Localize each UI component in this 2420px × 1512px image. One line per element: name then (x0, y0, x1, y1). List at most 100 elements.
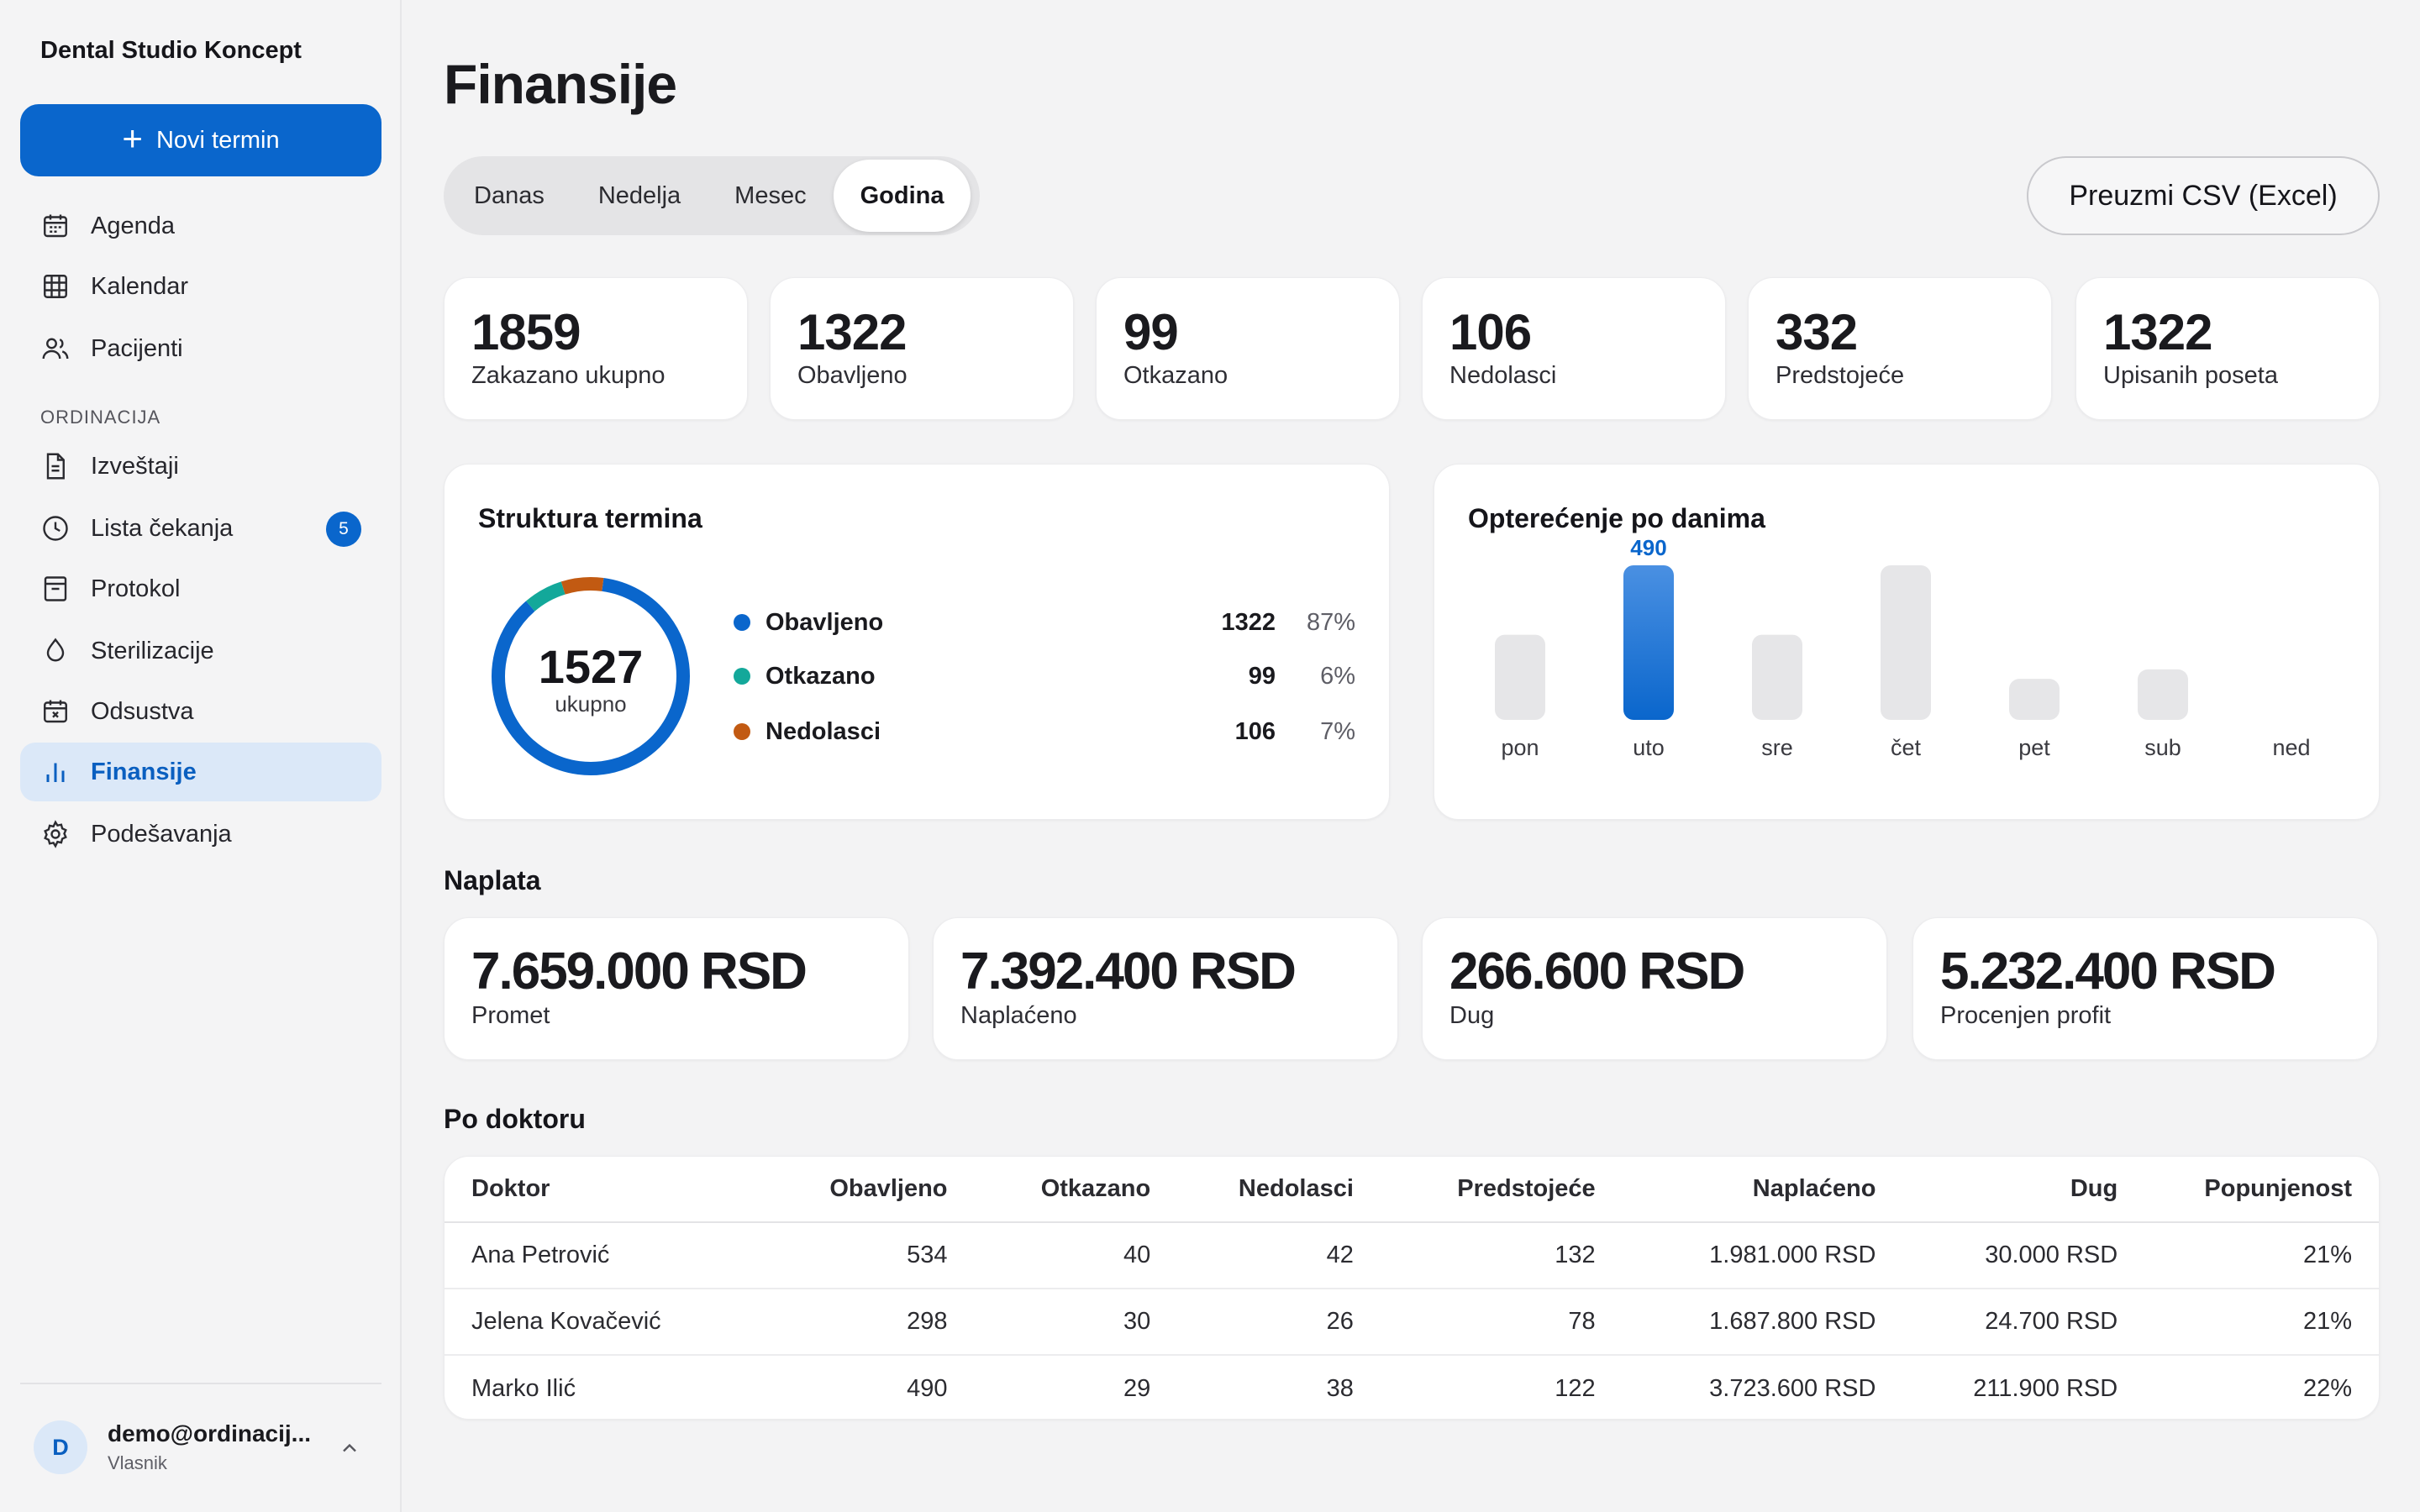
bar-label-sre: sre (1761, 735, 1793, 760)
table-cell: 24.700 RSD (1876, 1289, 2118, 1356)
column-header: Dug (1876, 1157, 2118, 1223)
column-header: Popunjenost (2118, 1157, 2379, 1223)
stat-label: Zakazano ukupno (471, 362, 666, 389)
sidebar-item-finansije[interactable]: Finansije (20, 743, 381, 801)
table-header-row: Doktor Obavljeno Otkazano Nedolasci Pred… (445, 1157, 2379, 1223)
bar-value-label: 490 (1630, 535, 1666, 560)
money-card-debt: 266.600 RSD Dug (1422, 917, 1887, 1060)
panel-title: Struktura termina (478, 503, 702, 533)
plus-icon: + (122, 118, 143, 158)
stat-card-upcoming: 332 Predstojeće (1748, 277, 2052, 420)
doctors-table: Doktor Obavljeno Otkazano Nedolasci Pred… (445, 1157, 2379, 1419)
legend-dot (734, 723, 750, 740)
table-cell: 298 (792, 1289, 948, 1356)
stat-value: 1859 (471, 304, 581, 360)
user-email: demo@ordinacij... (108, 1420, 312, 1446)
sidebar-item-label: Pacijenti (91, 334, 183, 362)
legend-count: 1322 (1221, 608, 1276, 636)
legend-row-completed: Obavljeno 1322 87% (734, 606, 1355, 639)
period-selector: Danas Nedelja Mesec Godina (444, 156, 980, 235)
legend-percent: 7% (1320, 717, 1355, 745)
panel-title: Opterećenje po danima (1468, 503, 1765, 533)
stat-card-completed: 1322 Obavljeno (770, 277, 1074, 420)
table-cell: 22% (2302, 1374, 2352, 1402)
table-cell: 132 (1353, 1222, 1596, 1289)
donut-chart: 1527 ukupno (492, 577, 690, 775)
stat-card-visits: 1322 Upisanih poseta (2075, 277, 2380, 420)
stat-label: Nedolasci (1449, 362, 1557, 389)
money-label: Promet (471, 1002, 550, 1029)
money-value: 7.392.400 RSD (960, 942, 1297, 1000)
table-cell: 490 (907, 1374, 948, 1402)
bar-label-pon: pon (1501, 735, 1539, 760)
stat-value: 1322 (797, 304, 907, 360)
bar-label-sub: sub (2144, 735, 2181, 760)
stat-label: Upisanih poseta (2103, 362, 2278, 389)
sidebar-item-odsustva[interactable]: Odsustva (20, 682, 381, 741)
sidebar-item-protokol[interactable]: Protokol (20, 559, 381, 618)
document-icon (46, 453, 65, 480)
table-row: Ana Petrović 534 40 42 132 1.981.000 RSD… (445, 1222, 2379, 1289)
chevron-up-icon[interactable] (338, 1436, 361, 1460)
sidebar-item-podesavanja[interactable]: Podešavanja (20, 805, 381, 864)
column-header: Otkazano (947, 1157, 1151, 1223)
sidebar-item-label: Sterilizacije (91, 637, 214, 664)
load-bar-chart: pon uto 490 sre čet pet sub ned (1495, 535, 2311, 760)
user-menu[interactable]: D demo@ordinacij... Vlasnik (34, 1418, 378, 1477)
billing-section-title: Naplata (444, 865, 541, 895)
money-card-turnover: 7.659.000 RSD Promet (444, 917, 909, 1060)
stat-card-no-shows: 106 Nedolasci (1422, 277, 1726, 420)
bar-label-uto: uto (1633, 735, 1665, 760)
table-cell: 42 (1150, 1222, 1354, 1289)
column-header: Naplaćeno (1595, 1157, 1876, 1223)
legend-count: 106 (1234, 717, 1276, 745)
sidebar-item-label: Podešavanja (91, 820, 232, 848)
table-cell: 211.900 RSD (1973, 1374, 2118, 1402)
table-cell: 122 (1555, 1374, 1596, 1402)
sidebar: Dental Studio Koncept + Novi termin Agen… (0, 0, 402, 1512)
money-label: Naplaćeno (960, 1002, 1077, 1029)
bar-pet (2009, 679, 2060, 720)
legend-percent: 87% (1306, 608, 1355, 636)
sidebar-item-agenda[interactable]: Agenda (20, 197, 381, 255)
sidebar-item-kalendar[interactable]: Kalendar (20, 257, 381, 316)
bar-čet (1881, 565, 1931, 720)
users-icon (42, 338, 69, 360)
gear-icon (44, 820, 67, 848)
table-cell: 38 (1326, 1374, 1354, 1402)
new-appointment-button[interactable]: + Novi termin (20, 104, 381, 176)
bar-label-čet: čet (1891, 735, 1922, 760)
column-header: Obavljeno (792, 1157, 948, 1223)
legend-name: Nedolasci (765, 717, 881, 745)
column-header: Nedolasci (1150, 1157, 1354, 1223)
table-cell: 30.000 RSD (1876, 1222, 2118, 1289)
sidebar-item-izvestaji[interactable]: Izveštaji (20, 437, 381, 496)
archive-icon (44, 576, 67, 601)
page-title: Finansije (444, 53, 677, 115)
sidebar-item-pacijenti[interactable]: Pacijenti (20, 319, 381, 378)
table-row: Jelena Kovačević 298 30 26 78 1.687.800 … (445, 1289, 2379, 1356)
sidebar-item-label: Protokol (91, 575, 181, 602)
table-cell: 78 (1353, 1289, 1596, 1356)
period-tab-godina[interactable]: Godina (833, 160, 971, 232)
appointment-structure-panel: Struktura termina 1527 ukupno Obavljeno … (444, 464, 1390, 820)
stat-card-cancelled: 99 Otkazano (1096, 277, 1400, 420)
sidebar-item-lista-cekanja[interactable]: Lista čekanja 5 (20, 499, 381, 558)
load-by-day-panel: Opterećenje po danima pon uto 490 sre čet pet… (1434, 464, 2380, 820)
grid-icon (44, 275, 67, 298)
period-tab-danas[interactable]: Danas (474, 181, 544, 209)
legend-dot (734, 668, 750, 685)
table-cell: 40 (947, 1222, 1151, 1289)
period-tab-mesec[interactable]: Mesec (734, 181, 807, 209)
download-csv-button[interactable]: Preuzmi CSV (Excel) (2027, 156, 2380, 235)
donut-segment-obavljeno (492, 577, 690, 775)
doctors-table-card: Doktor Obavljeno Otkazano Nedolasci Pred… (444, 1156, 2380, 1420)
stat-label: Obavljeno (797, 362, 908, 389)
table-cell: 1.981.000 RSD (1595, 1222, 1876, 1289)
period-tab-nedelja[interactable]: Nedelja (597, 181, 681, 209)
table-row: Marko Ilić 490 29 38 122 3.723.600 RSD 2… (445, 1355, 2379, 1419)
sidebar-item-sterilizacije[interactable]: Sterilizacije (20, 622, 381, 680)
table-cell: 534 (792, 1222, 948, 1289)
legend-name: Obavljeno (765, 608, 884, 636)
sidebar-item-label: Lista čekanja (91, 514, 234, 542)
